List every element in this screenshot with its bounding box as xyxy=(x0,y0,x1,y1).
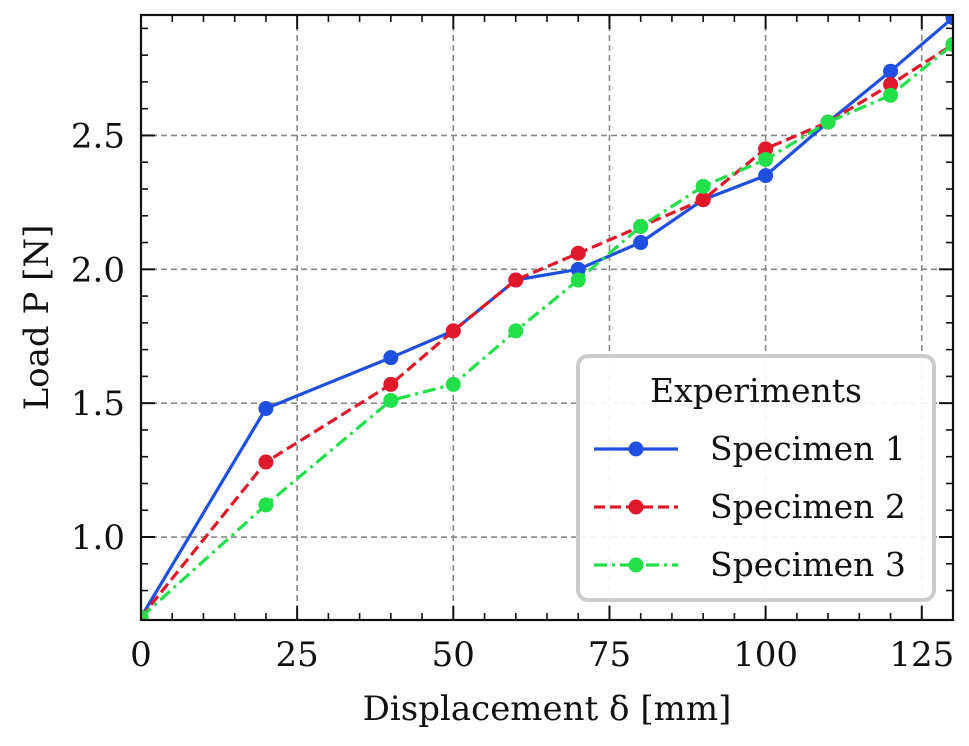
data-point xyxy=(570,245,586,261)
data-point xyxy=(695,192,711,208)
data-point xyxy=(883,63,899,79)
x-tick-label: 75 xyxy=(588,635,631,675)
legend-entry-3: Specimen 3 xyxy=(594,545,906,584)
y-tick-label: 2.0 xyxy=(71,250,125,290)
legend-marker xyxy=(628,441,644,457)
legend-entry-2: Specimen 2 xyxy=(594,487,906,526)
legend-label: Specimen 3 xyxy=(710,545,906,584)
data-point xyxy=(258,401,274,417)
x-tick-label: 100 xyxy=(733,635,798,675)
legend-marker xyxy=(628,557,644,573)
data-point xyxy=(141,609,149,620)
data-point xyxy=(883,87,899,103)
y-tick-label: 2.5 xyxy=(71,116,125,156)
data-point xyxy=(508,323,524,339)
y-tick-label: 1.0 xyxy=(71,518,125,558)
legend: Experiments Specimen 1 Specimen 2 Specimen… xyxy=(576,354,936,602)
series-layer xyxy=(141,15,953,620)
x-axis-label: Displacement δ [mm] xyxy=(363,689,732,729)
data-point xyxy=(383,350,399,366)
series-line xyxy=(141,16,953,619)
data-point xyxy=(445,376,461,392)
grid xyxy=(141,15,953,620)
x-tick-label: 25 xyxy=(276,635,319,675)
legend-box xyxy=(576,354,936,602)
data-point xyxy=(633,235,649,251)
data-point xyxy=(820,114,836,130)
data-point xyxy=(258,497,274,513)
data-point xyxy=(758,141,774,157)
data-point xyxy=(383,392,399,408)
series-line xyxy=(141,43,953,619)
legend-title: Experiments xyxy=(650,371,862,410)
data-point xyxy=(758,168,774,184)
x-tick-label: 125 xyxy=(889,635,954,675)
data-point xyxy=(383,376,399,392)
y-tick-label: 1.5 xyxy=(71,384,125,424)
x-tick-label: 0 xyxy=(130,635,152,675)
data-point xyxy=(883,77,899,93)
data-point xyxy=(945,36,953,52)
data-point xyxy=(445,323,461,339)
legend-entry-1: Specimen 1 xyxy=(594,429,906,468)
data-point xyxy=(508,272,524,288)
legend-marker xyxy=(628,499,644,515)
data-point xyxy=(570,261,586,277)
ticks: 0 25 50 75 100 125 1.0 1.5 2.0 2.5 xyxy=(71,15,954,675)
data-point xyxy=(945,15,953,26)
data-point xyxy=(633,218,649,234)
legend-label: Specimen 2 xyxy=(710,487,906,526)
data-point xyxy=(758,152,774,168)
data-point xyxy=(570,272,586,288)
series-3 xyxy=(141,36,953,620)
series-line xyxy=(141,43,953,619)
x-tick-label: 50 xyxy=(432,635,475,675)
y-axis-label: Load P [N] xyxy=(17,225,57,411)
data-point xyxy=(258,454,274,470)
legend-label: Specimen 1 xyxy=(710,429,906,468)
data-point xyxy=(695,178,711,194)
